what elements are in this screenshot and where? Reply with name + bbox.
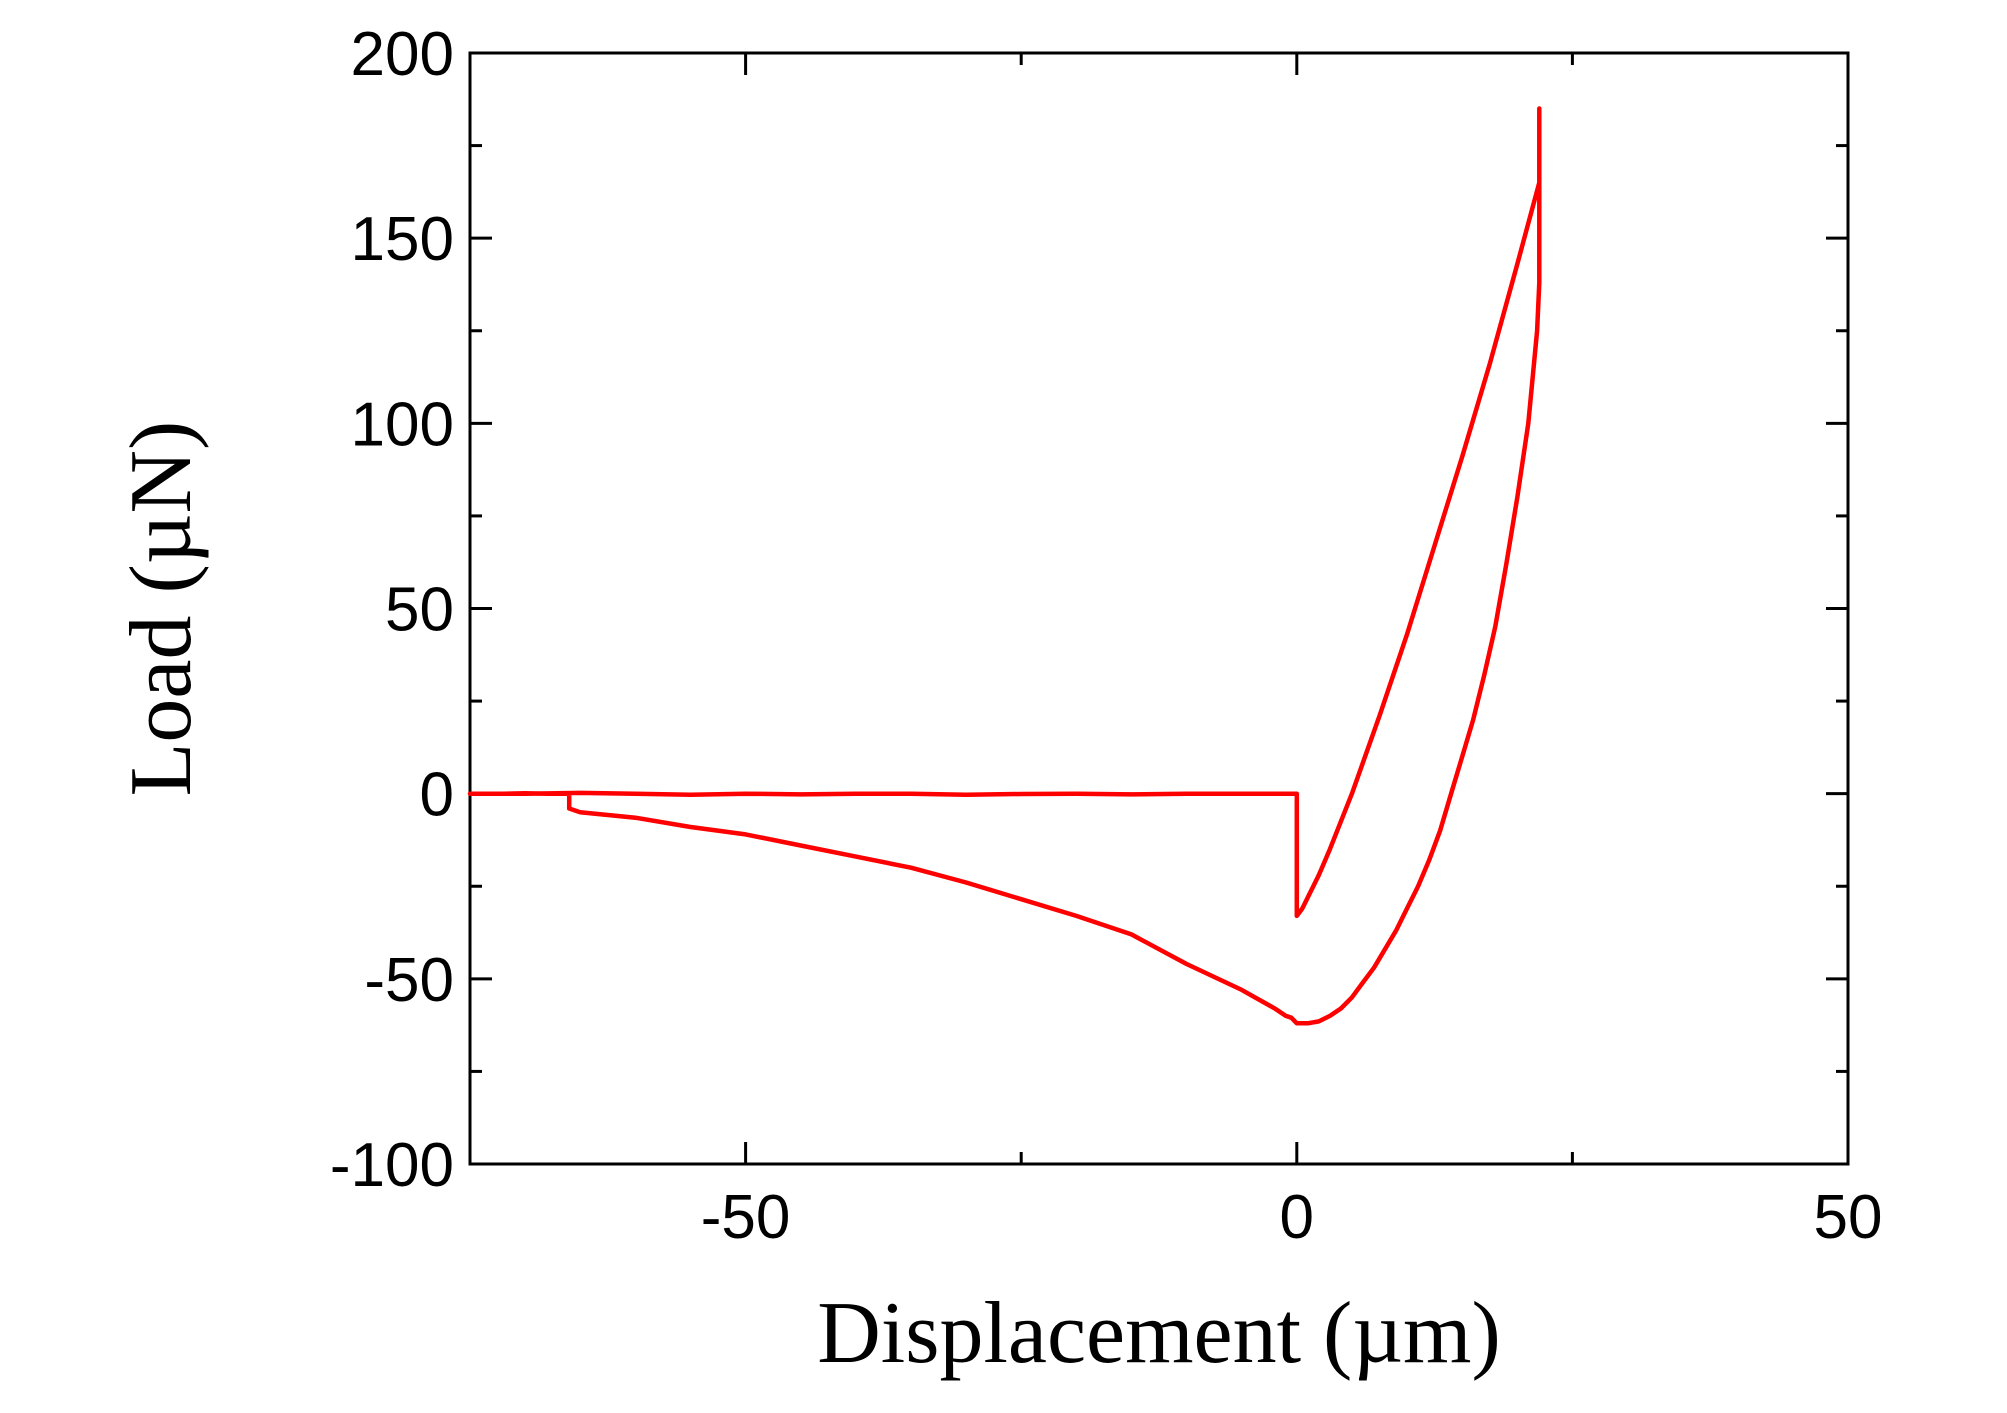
x-tick-label: -50 (701, 1183, 791, 1252)
y-tick-label: 0 (420, 761, 454, 830)
y-tick-label: -50 (364, 946, 454, 1015)
y-tick-label: 50 (385, 576, 454, 645)
plot-frame (468, 51, 1850, 1166)
x-tick-label: 0 (1280, 1183, 1314, 1252)
x-axis-title: Displacement (µm) (817, 1285, 1501, 1382)
y-axis-title: Load (µN) (113, 421, 210, 797)
x-tick-label: 50 (1814, 1183, 1883, 1252)
y-tick-label: -100 (330, 1131, 454, 1200)
y-tick-label: 150 (351, 205, 454, 274)
y-tick-label: 200 (351, 20, 454, 89)
load-displacement-curve (467, 106, 1542, 1026)
y-tick-label: 100 (351, 390, 454, 459)
